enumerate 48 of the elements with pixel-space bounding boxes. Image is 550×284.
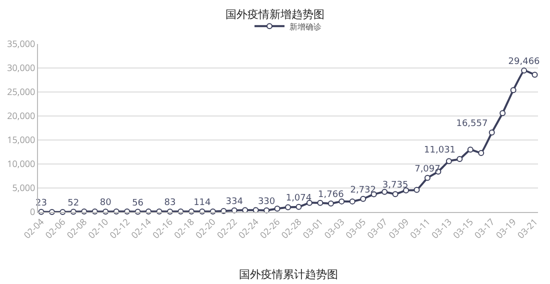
point [338, 198, 345, 204]
point [500, 110, 506, 116]
point [296, 204, 302, 210]
point [446, 158, 452, 164]
point [424, 174, 430, 181]
point [242, 207, 248, 214]
data-label: 3,735 [382, 180, 408, 191]
y-tick-label: 15,000 [7, 133, 36, 146]
point [467, 146, 474, 153]
legend-label: 新增确诊 [290, 21, 322, 32]
chart-title: 国外疫情新增趋势图 [226, 8, 324, 22]
y-tick-label: 10,000 [7, 157, 36, 170]
y-tick-label: 0 [30, 205, 36, 218]
data-label: 29,466 [508, 57, 540, 68]
data-label: 330 [258, 197, 276, 208]
data-label: 56 [132, 198, 144, 208]
y-tick-label: 5,000 [12, 181, 36, 194]
point [317, 200, 324, 206]
point [478, 150, 484, 156]
data-label: 114 [194, 198, 212, 208]
data-label: 1,074 [286, 193, 312, 204]
point [285, 204, 291, 210]
y-tick-label: 20,000 [7, 109, 36, 122]
point [382, 188, 388, 195]
point [328, 200, 334, 207]
y-tick-label: 25,000 [7, 85, 36, 98]
data-label: 11,031 [424, 146, 456, 156]
point [414, 186, 420, 193]
text: 国外疫情累计趋势图 [239, 268, 338, 281]
point [349, 198, 356, 204]
data-label: 1,766 [318, 190, 344, 200]
point [488, 130, 495, 136]
data-label: 16,557 [456, 119, 488, 130]
y-tick-label: 30,000 [7, 61, 36, 74]
point [360, 196, 366, 202]
point [456, 156, 463, 162]
data-label: 334 [226, 197, 244, 208]
data-label: 80 [100, 198, 112, 208]
point [392, 191, 398, 198]
y-tick-label: 35,000 [7, 37, 36, 50]
point [274, 206, 280, 212]
data-label: 83 [164, 198, 176, 208]
point [521, 68, 528, 74]
data-label: 7,097 [414, 164, 440, 175]
point [532, 72, 538, 78]
data-label: 2,732 [350, 186, 376, 196]
data-label: 52 [68, 198, 80, 208]
point [510, 87, 516, 94]
